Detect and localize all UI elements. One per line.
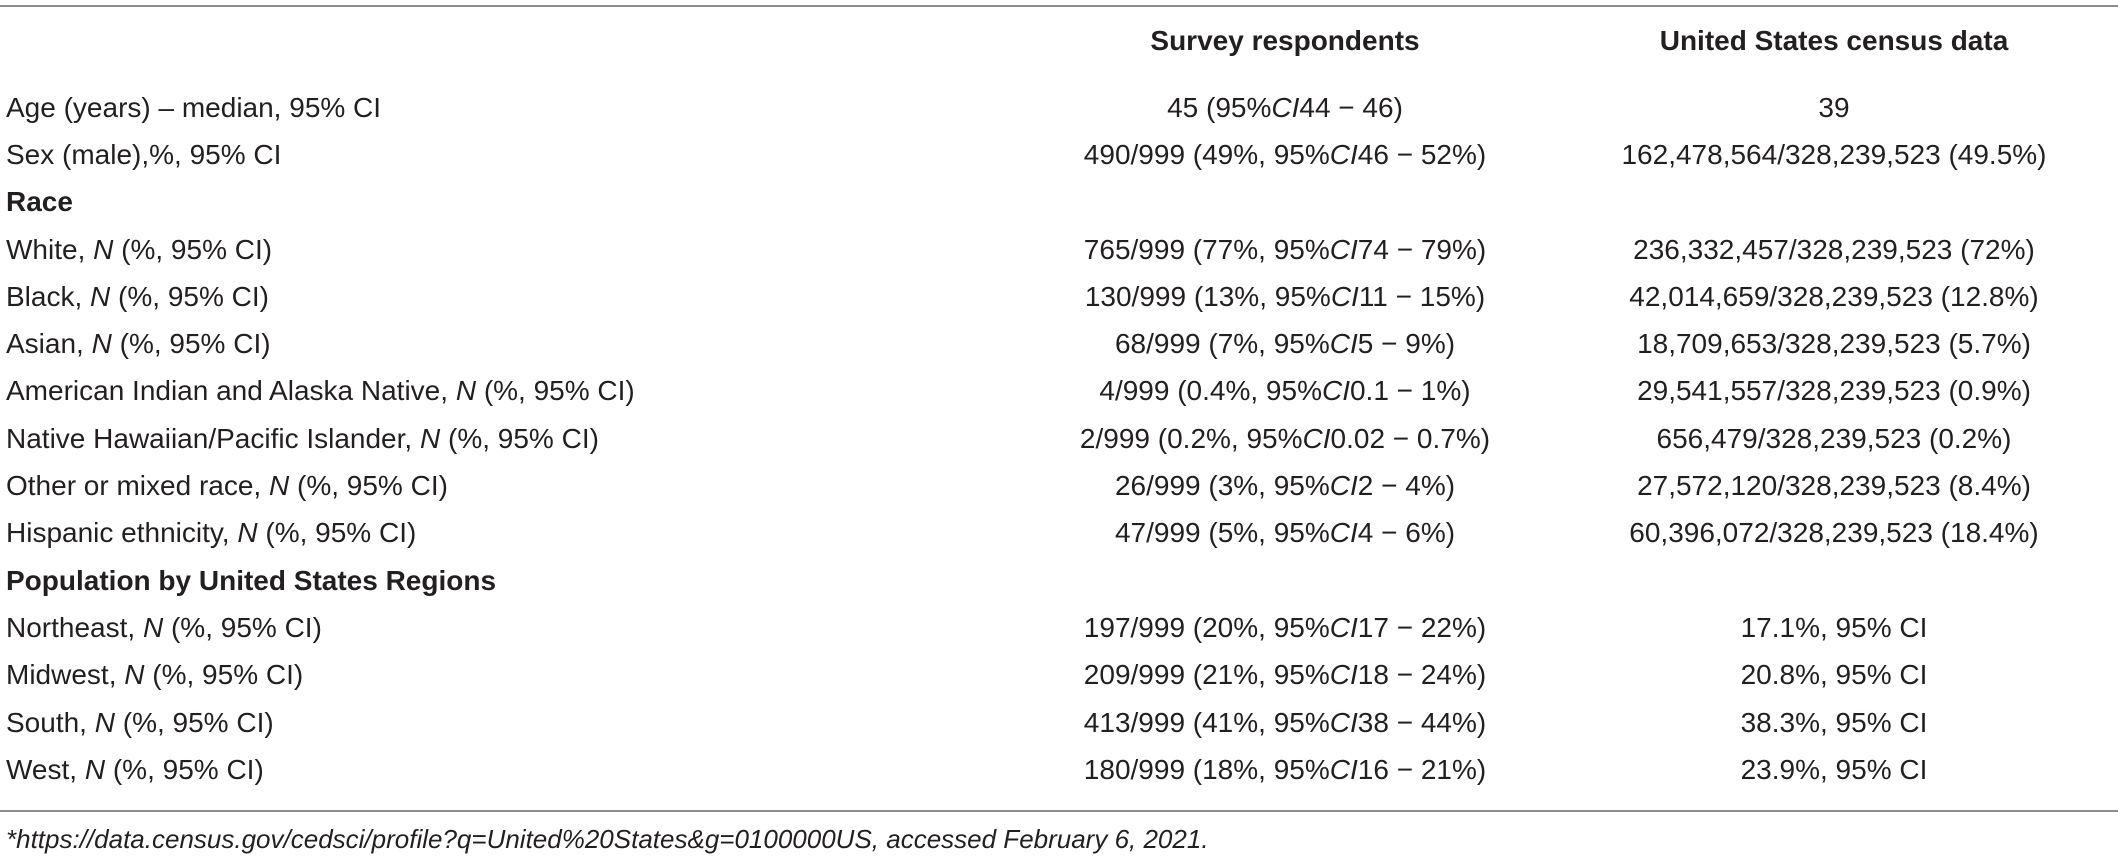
survey-value: 490/999 (49%, 95%CI46 − 52%) bbox=[1083, 138, 1487, 170]
survey-value: 197/999 (20%, 95%CI17 − 22%) bbox=[1083, 611, 1487, 643]
bottom-rule bbox=[0, 810, 2118, 812]
census-value: 23.9%, 95% CI bbox=[1740, 753, 1928, 785]
row-label: Other or mixed race, N (%, 95% CI) bbox=[6, 470, 448, 502]
survey-value: 68/999 (7%, 95%CI5 − 9%) bbox=[1114, 328, 1456, 360]
survey-value: 2/999 (0.2%, 95%CI0.02 − 0.7%) bbox=[1079, 422, 1491, 454]
footnote: *https://data.census.gov/cedsci/profile?… bbox=[6, 824, 1209, 854]
survey-value: 45 (95%CI44 − 46) bbox=[1167, 91, 1403, 123]
table-row: Northeast, N (%, 95% CI) 197/999 (20%, 95… bbox=[0, 604, 2118, 651]
header-survey: Survey respondents bbox=[1150, 25, 1420, 56]
census-value: 18,709,653/328,239,523 (5.7%) bbox=[1637, 328, 2031, 360]
row-label: West, N (%, 95% CI) bbox=[6, 753, 264, 785]
table-row: Sex (male),%, 95% CI 490/999 (49%, 95%CI4… bbox=[0, 131, 2118, 178]
row-label: Sex (male),%, 95% CI bbox=[6, 138, 282, 170]
row-label: Age (years) – median, 95% CI bbox=[6, 91, 382, 123]
table-row: Asian, N (%, 95% CI) 68/999 (7%, 95%CI5 −… bbox=[0, 320, 2118, 367]
survey-value: 209/999 (21%, 95%CI18 − 24%) bbox=[1083, 659, 1487, 691]
table-row: Other or mixed race, N (%, 95% CI) 26/999… bbox=[0, 462, 2118, 509]
table-row: Hispanic ethnicity, N (%, 95% CI) 47/999 … bbox=[0, 510, 2118, 557]
row-label: South, N (%, 95% CI) bbox=[6, 706, 274, 738]
survey-value: 130/999 (13%, 95%CI11 − 15%) bbox=[1084, 280, 1486, 312]
survey-value: 413/999 (41%, 95%CI38 − 44%) bbox=[1083, 706, 1487, 738]
census-value: 236,332,457/328,239,523 (72%) bbox=[1633, 233, 2035, 265]
section-title: Race bbox=[6, 186, 73, 218]
census-value: 656,479/328,239,523 (0.2%) bbox=[1656, 422, 2012, 454]
section-header-row: Population by United States Regions bbox=[0, 557, 2118, 604]
row-label: American Indian and Alaska Native, N (%,… bbox=[6, 375, 635, 407]
row-label: Hispanic ethnicity, N (%, 95% CI) bbox=[6, 517, 417, 549]
header-census: United States census data bbox=[1659, 25, 2009, 56]
census-value: 39 bbox=[1818, 91, 1850, 123]
table-row: Native Hawaiian/Pacific Islander, N (%, … bbox=[0, 415, 2118, 462]
survey-value: 765/999 (77%, 95%CI74 − 79%) bbox=[1083, 233, 1487, 265]
census-value: 20.8%, 95% CI bbox=[1740, 659, 1928, 691]
header-row: Survey respondents United States census … bbox=[0, 18, 2118, 84]
census-value: 60,396,072/328,239,523 (18.4%) bbox=[1629, 517, 2039, 549]
table-row: Black, N (%, 95% CI) 130/999 (13%, 95%CI1… bbox=[0, 273, 2118, 320]
census-value: 29,541,557/328,239,523 (0.9%) bbox=[1637, 375, 2031, 407]
row-label: Midwest, N (%, 95% CI) bbox=[6, 659, 304, 691]
top-rule bbox=[0, 5, 2118, 7]
table-row: Midwest, N (%, 95% CI) 209/999 (21%, 95%C… bbox=[0, 652, 2118, 699]
census-value: 27,572,120/328,239,523 (8.4%) bbox=[1637, 470, 2031, 502]
row-label: Black, N (%, 95% CI) bbox=[6, 280, 269, 312]
table-row: American Indian and Alaska Native, N (%,… bbox=[0, 368, 2118, 415]
census-value: 38.3%, 95% CI bbox=[1740, 706, 1928, 738]
table-row: White, N (%, 95% CI) 765/999 (77%, 95%CI7… bbox=[0, 226, 2118, 273]
table-body: Age (years) – median, 95% CI 45 (95%CI44 … bbox=[0, 84, 2118, 793]
survey-value: 47/999 (5%, 95%CI4 − 6%) bbox=[1114, 517, 1456, 549]
survey-value: 4/999 (0.4%, 95%CI0.1 − 1%) bbox=[1099, 375, 1471, 407]
demographics-table: Survey respondents United States census … bbox=[0, 18, 2118, 793]
row-label: White, N (%, 95% CI) bbox=[6, 233, 273, 265]
header-label bbox=[0, 18, 1020, 84]
section-header-row: Race bbox=[0, 179, 2118, 226]
row-label: Native Hawaiian/Pacific Islander, N (%, … bbox=[6, 422, 599, 454]
row-label: Northeast, N (%, 95% CI) bbox=[6, 611, 322, 643]
census-value: 17.1%, 95% CI bbox=[1740, 611, 1928, 643]
row-label: Asian, N (%, 95% CI) bbox=[6, 328, 271, 360]
survey-value: 26/999 (3%, 95%CI2 − 4%) bbox=[1114, 470, 1456, 502]
survey-value: 180/999 (18%, 95%CI16 − 21%) bbox=[1083, 753, 1487, 785]
table-row: Age (years) – median, 95% CI 45 (95%CI44 … bbox=[0, 84, 2118, 131]
section-title: Population by United States Regions bbox=[6, 564, 497, 596]
census-value: 162,478,564/328,239,523 (49.5%) bbox=[1621, 138, 2047, 170]
table-row: West, N (%, 95% CI) 180/999 (18%, 95%CI16… bbox=[0, 746, 2118, 793]
census-value: 42,014,659/328,239,523 (12.8%) bbox=[1629, 280, 2039, 312]
table-row: South, N (%, 95% CI) 413/999 (41%, 95%CI3… bbox=[0, 699, 2118, 746]
